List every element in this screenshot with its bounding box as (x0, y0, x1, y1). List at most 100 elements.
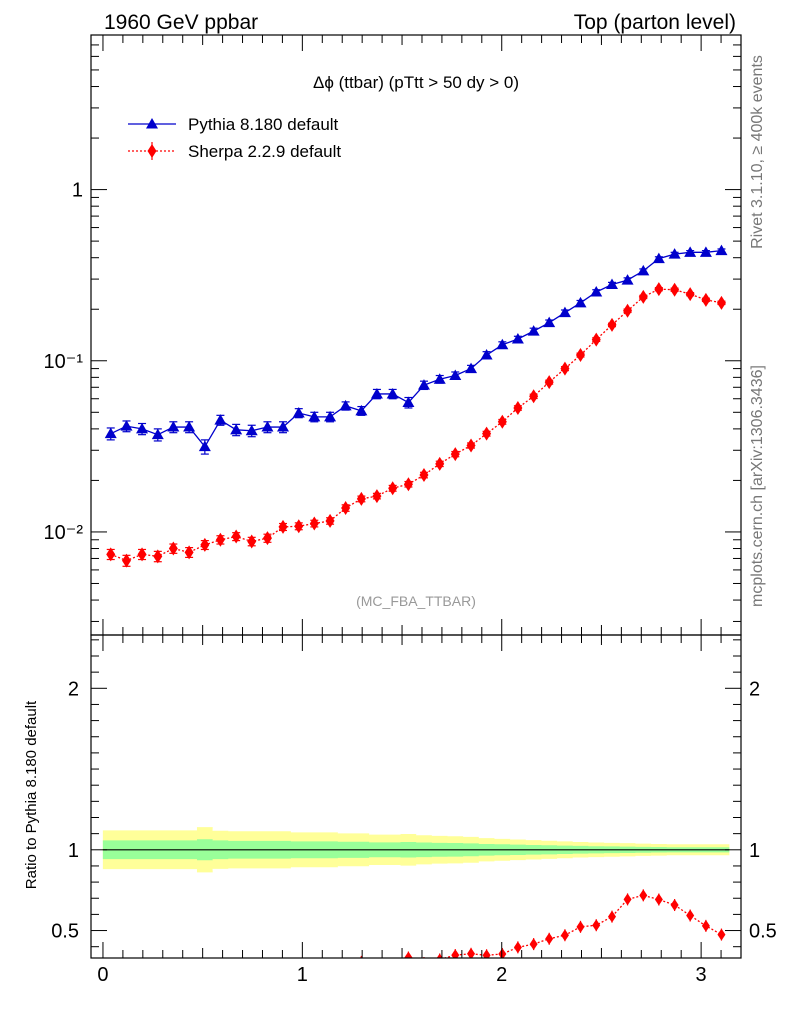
data-point (339, 399, 352, 411)
data-point (198, 440, 211, 452)
ratio-point (607, 910, 616, 923)
data-point (104, 427, 117, 439)
data-point (575, 348, 585, 363)
data-point (214, 414, 227, 425)
data-point (465, 362, 478, 374)
ratio-point (201, 962, 209, 974)
data-point (370, 387, 383, 399)
data-point (388, 481, 398, 496)
ratio-point (232, 967, 240, 979)
ratio-point (451, 949, 460, 958)
ratio-panel: 0.5 0.5 1 1 2 2 0 1 2 3 (51, 634, 777, 987)
data-point (372, 489, 382, 504)
ratio-ylabel: Ratio to Pythia 8.180 default (23, 700, 40, 889)
data-point (558, 306, 571, 318)
data-point (482, 426, 492, 441)
ratio-point (576, 920, 585, 933)
data-point (324, 410, 337, 422)
ratio-ytick-label-right: 2 (749, 678, 760, 700)
data-point (715, 244, 728, 256)
data-point (120, 420, 133, 431)
data-point (136, 422, 149, 434)
header-right: Top (parton level) (574, 11, 736, 34)
ratio-point (436, 953, 443, 958)
legend-label: Pythia 8.180 default (188, 115, 339, 134)
data-point (403, 477, 413, 492)
data-point (480, 349, 493, 360)
ratio-point (467, 947, 476, 958)
ratio-point (310, 967, 318, 979)
data-point (605, 278, 618, 289)
data-point (341, 500, 351, 515)
plot-title: Δϕ (ttbar) (pTtt > 50 dy > 0) (313, 73, 519, 92)
data-point (497, 414, 507, 429)
ratio-ytick-label-left: 1 (68, 840, 79, 862)
ratio-point (654, 893, 663, 906)
data-point (638, 289, 648, 304)
xtick-label: 2 (496, 964, 507, 986)
data-point (294, 519, 304, 534)
data-point (591, 332, 601, 347)
ratio-point (279, 963, 287, 975)
data-point (386, 387, 399, 399)
data-point (184, 545, 194, 560)
data-point (716, 295, 726, 310)
ratio-ytick-label-left: 0.5 (51, 921, 79, 943)
ratio-point (701, 919, 710, 932)
data-point (308, 410, 321, 422)
xtick-label: 0 (97, 964, 108, 986)
data-point (355, 404, 368, 416)
ratio-point (482, 949, 491, 958)
series-pythia (104, 244, 728, 455)
data-point (685, 287, 695, 302)
series-line (110, 249, 722, 448)
data-point (450, 447, 460, 462)
ratio-point (216, 973, 224, 985)
data-point (402, 396, 415, 408)
data-point (621, 274, 634, 285)
data-point (419, 468, 429, 483)
data-point (590, 286, 603, 297)
legend-marker (147, 144, 157, 158)
data-point (511, 333, 524, 344)
ratio-point (169, 974, 177, 986)
legend-label: Sherpa 2.2.9 default (188, 142, 341, 161)
legend-marker (146, 118, 158, 129)
main-ytick-label: 10⁻¹ (44, 351, 84, 373)
data-point (215, 532, 225, 547)
data-point (153, 549, 163, 564)
ratio-point (623, 893, 632, 906)
ratio-point (686, 909, 695, 922)
ratio-point (404, 951, 413, 958)
data-point (261, 421, 274, 432)
data-point (560, 361, 570, 376)
data-point (106, 547, 116, 562)
ratio-point (717, 928, 726, 941)
data-point (137, 547, 147, 562)
ratio-point (529, 938, 538, 951)
ratio-point (185, 975, 193, 987)
series-line (110, 288, 722, 562)
main-panel: Δϕ (ttbar) (pTtt > 50 dy > 0) (MC_FBA_TT… (44, 34, 742, 636)
data-point (637, 264, 650, 276)
data-point (701, 292, 711, 307)
data-point (231, 529, 241, 544)
data-point (277, 421, 290, 432)
data-point (684, 246, 697, 257)
ratio-frame (90, 634, 742, 959)
xtick-label: 1 (297, 964, 308, 986)
data-point (496, 338, 509, 350)
legend: Pythia 8.180 default Sherpa 2.2.9 default (128, 115, 341, 161)
data-point (449, 369, 462, 381)
data-point (230, 423, 243, 435)
data-point (200, 537, 210, 552)
ratio-line (406, 894, 722, 958)
data-point (247, 534, 257, 549)
data-point (278, 519, 288, 534)
data-point (574, 296, 587, 308)
ratio-point (138, 975, 146, 987)
ratio-point (154, 974, 162, 986)
source-label: mcplots.cern.ch [arXiv:1306.3436] (749, 365, 766, 607)
data-point (292, 407, 305, 418)
